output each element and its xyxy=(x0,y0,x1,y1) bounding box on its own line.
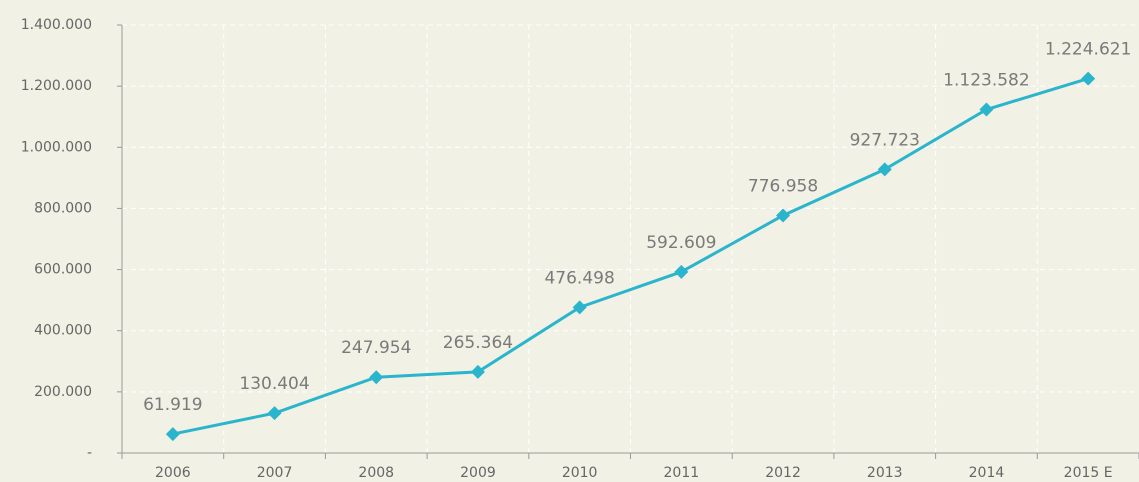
y-tick-label: 1.200.000 xyxy=(21,78,92,94)
data-label: 61.919 xyxy=(143,395,202,415)
y-tick-label: - xyxy=(87,445,92,461)
marker xyxy=(267,406,282,421)
x-tick-label: 2010 xyxy=(562,465,598,481)
marker xyxy=(369,370,384,385)
marker xyxy=(674,264,689,279)
y-tick-label: 1.000.000 xyxy=(21,139,92,155)
marker xyxy=(572,300,587,315)
data-label: 476.498 xyxy=(544,268,614,288)
y-tick-label: 800.000 xyxy=(34,200,92,216)
data-label: 1.123.582 xyxy=(943,71,1030,91)
x-tick-label: 2015 E xyxy=(1064,465,1113,481)
data-label: 927.723 xyxy=(850,130,920,150)
data-label: 1.224.621 xyxy=(1045,40,1132,60)
x-tick-label: 2008 xyxy=(358,465,394,481)
y-tick-label: 400.000 xyxy=(34,323,92,339)
line xyxy=(172,77,1089,436)
y-tick-label: 200.000 xyxy=(34,384,92,400)
x-tick-label: 2013 xyxy=(867,465,903,481)
x-tick-label: 2011 xyxy=(664,465,700,481)
marker xyxy=(470,364,485,379)
marker xyxy=(877,162,892,177)
x-tick-label: 2007 xyxy=(257,465,293,481)
x-tick-label: 2014 xyxy=(969,465,1005,481)
data-label: 265.364 xyxy=(443,333,513,353)
y-tick-label: 1.400.000 xyxy=(21,17,92,33)
x-tick-label: 2006 xyxy=(155,465,191,481)
data-label: 776.958 xyxy=(748,176,818,196)
data-label: 247.954 xyxy=(341,338,411,358)
marker xyxy=(165,427,180,442)
marker xyxy=(979,102,994,117)
x-tick-label: 2009 xyxy=(460,465,496,481)
data-label: 592.609 xyxy=(646,233,716,253)
marker xyxy=(1081,71,1096,86)
x-tick-label: 2012 xyxy=(765,465,801,481)
data-label: 130.404 xyxy=(239,374,309,394)
marker xyxy=(776,208,791,223)
y-tick-label: 600.000 xyxy=(34,262,92,278)
